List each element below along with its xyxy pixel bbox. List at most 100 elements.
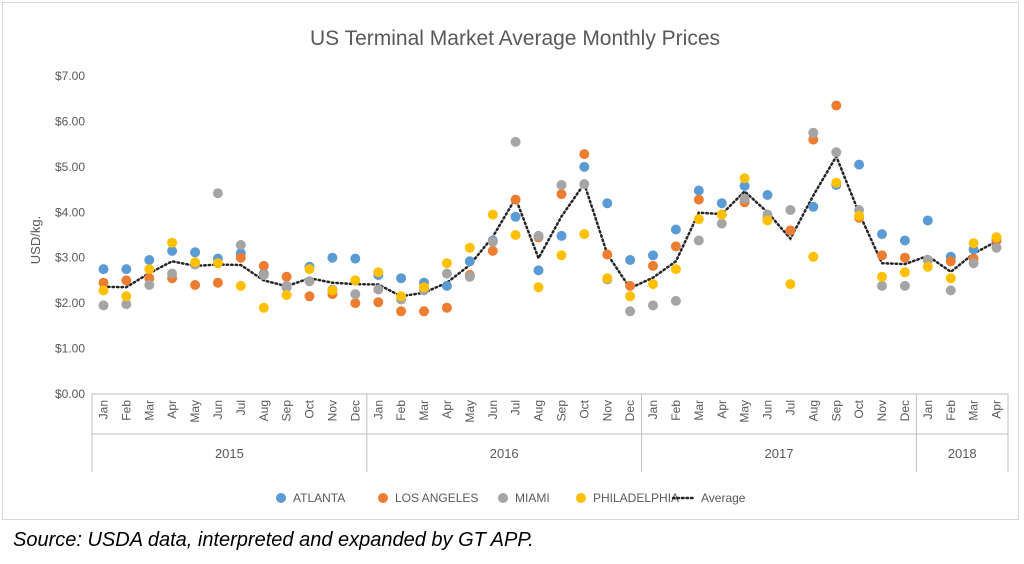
x-tick-label: May — [463, 400, 477, 423]
philadelphia-point — [556, 250, 567, 261]
los-angeles-point — [693, 194, 704, 205]
philadelphia-point — [144, 264, 155, 275]
los-angeles-point — [877, 250, 887, 261]
y-tick-label: $6.00 — [55, 114, 85, 128]
atlanta-point — [670, 224, 681, 235]
miami-point — [98, 300, 109, 311]
miami-point — [877, 280, 887, 291]
atlanta-point — [648, 250, 658, 261]
x-tick-label: Dec — [348, 400, 362, 421]
philadelphia-point — [739, 173, 750, 184]
miami-point — [579, 179, 590, 190]
miami-point — [716, 218, 727, 229]
x-tick-label: Apr — [990, 400, 1004, 419]
year-label: 2016 — [490, 446, 519, 461]
philadelphia-point — [304, 264, 315, 275]
los-angeles-point — [487, 245, 498, 256]
x-tick-label: Apr — [165, 400, 179, 419]
y-tick-label: $3.00 — [55, 251, 85, 265]
x-tick-label: Mar — [417, 400, 431, 421]
miami-point — [831, 147, 842, 158]
average-line — [102, 153, 998, 298]
miami-point — [785, 205, 796, 215]
los-angeles-point — [831, 100, 842, 111]
philadelphia-point — [854, 210, 865, 221]
x-tick-label: Nov — [325, 400, 339, 421]
miami-point — [556, 180, 567, 190]
x-tick-label: Jun — [761, 400, 775, 419]
miami-point — [487, 236, 498, 247]
legend-label-atlanta: ATLANTA — [293, 491, 345, 505]
philadelphia-point — [281, 290, 292, 300]
philadelphia-point — [762, 215, 773, 226]
x-tick-label: Mar — [692, 400, 706, 421]
atlanta-point — [396, 273, 407, 284]
x-tick-label: Jul — [234, 400, 248, 415]
atlanta-point — [808, 201, 819, 212]
los-angeles-point — [648, 260, 658, 271]
philadelphia-point — [419, 282, 429, 293]
x-tick-label: Jun — [486, 400, 500, 419]
miami-point — [281, 280, 292, 291]
miami-point — [670, 295, 681, 306]
average-series-line — [102, 153, 998, 298]
miami-point — [533, 230, 544, 241]
los-angeles-point — [441, 302, 452, 313]
atlanta-point — [625, 255, 636, 265]
x-tick-label: Feb — [119, 400, 133, 421]
philadelphia-point — [877, 271, 887, 282]
x-tick-label: Aug — [257, 400, 271, 421]
philadelphia-point — [693, 214, 704, 225]
y-tick-label: $2.00 — [55, 296, 85, 310]
philadelphia-point — [464, 242, 475, 253]
year-label: 2015 — [215, 446, 244, 461]
legend-label-los-angeles: LOS ANGELES — [395, 491, 478, 505]
miami-point — [739, 193, 750, 204]
miami-point — [945, 285, 956, 296]
los-angeles-point — [373, 297, 384, 308]
price-chart: US Terminal Market Average Monthly Price… — [28, 27, 1009, 505]
los-angeles-point — [212, 277, 223, 288]
x-tick-label: Aug — [806, 400, 820, 421]
miami-point — [258, 270, 269, 280]
x-tick-label: Nov — [600, 400, 614, 421]
philadelphia-point — [922, 261, 933, 272]
philadelphia-point — [487, 209, 498, 220]
legend-label-average: Average — [701, 491, 746, 505]
los-angeles-point — [510, 194, 521, 205]
x-tick-label: Oct — [852, 399, 866, 418]
philadelphia-point — [98, 285, 109, 296]
miami-point — [212, 188, 223, 199]
los-angeles-point — [785, 225, 796, 236]
philadelphia-point — [258, 302, 269, 313]
y-axis-title: USD/kg. — [28, 216, 43, 264]
atlanta-point — [121, 264, 132, 275]
atlanta-point — [327, 252, 338, 263]
x-tick-label: Apr — [440, 400, 454, 419]
atlanta-point — [556, 230, 567, 241]
x-tick-label: Oct — [303, 399, 317, 418]
y-tick-label: $5.00 — [55, 160, 85, 174]
x-tick-label: Jul — [509, 400, 523, 415]
miami-point — [464, 271, 475, 282]
legend: ATLANTA LOS ANGELES MIAMI PHILADELPHIA Avera… — [276, 491, 746, 505]
miami-point — [968, 258, 979, 269]
source-note: Source: USDA data, interpreted and expan… — [13, 529, 534, 551]
legend-swatch-atlanta — [276, 493, 286, 503]
x-tick-label: Jan — [96, 400, 110, 419]
atlanta-point — [602, 198, 613, 209]
miami-point — [899, 280, 910, 291]
philadelphia-point — [167, 237, 178, 248]
miami-point — [510, 136, 521, 147]
miami-point — [167, 268, 178, 279]
atlanta-point — [98, 264, 109, 275]
philadelphia-point — [510, 230, 521, 240]
philadelphia-point — [808, 251, 819, 262]
y-tick-label: $1.00 — [55, 342, 85, 356]
x-axis — [91, 393, 1009, 472]
los-angeles-point — [190, 280, 201, 290]
x-tick-label: Mar — [967, 400, 981, 421]
los-angeles-point — [281, 271, 292, 282]
philadelphia-point — [212, 258, 223, 269]
x-tick-label: Sep — [280, 400, 294, 422]
